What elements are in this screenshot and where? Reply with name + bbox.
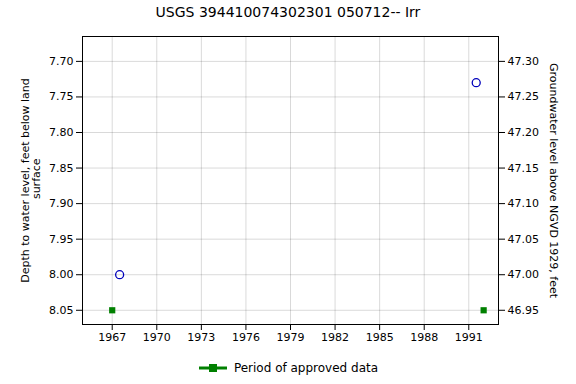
svg-text:Groundwater level above NGVD 1: Groundwater level above NGVD 1929, feet bbox=[547, 63, 560, 299]
svg-text:7.85: 7.85 bbox=[49, 162, 74, 175]
svg-text:47.20: 47.20 bbox=[508, 126, 540, 139]
svg-text:47.05: 47.05 bbox=[508, 233, 540, 246]
svg-text:47.00: 47.00 bbox=[508, 268, 540, 281]
svg-text:1988: 1988 bbox=[410, 331, 438, 344]
html-text:USGS 394410074302301 050712--: USGS 394410074302301 050712-- Irr bbox=[155, 4, 421, 20]
svg-text:47.30: 47.30 bbox=[508, 55, 540, 68]
svg-text:1991: 1991 bbox=[455, 331, 483, 344]
svg-text:7.95: 7.95 bbox=[49, 233, 74, 246]
svg-text:1976: 1976 bbox=[232, 331, 260, 344]
svg-text:8.00: 8.00 bbox=[49, 268, 74, 281]
html-text:Period of approved data: Period of approved data bbox=[233, 361, 379, 375]
svg-text:47.10: 47.10 bbox=[508, 197, 540, 210]
svg-text:46.95: 46.95 bbox=[508, 304, 540, 317]
svg-text:47.25: 47.25 bbox=[508, 90, 540, 103]
svg-text:1970: 1970 bbox=[143, 331, 171, 344]
svg-text:1967: 1967 bbox=[98, 331, 126, 344]
svg-text:1979: 1979 bbox=[277, 331, 305, 344]
svg-text:1982: 1982 bbox=[321, 331, 349, 344]
svg-text:1985: 1985 bbox=[366, 331, 394, 344]
svg-text:Depth to water level, feet bel: Depth to water level, feet below land su… bbox=[19, 78, 43, 283]
svg-text:7.75: 7.75 bbox=[49, 90, 74, 103]
svg-text:8.05: 8.05 bbox=[49, 304, 74, 317]
svg-text:7.80: 7.80 bbox=[49, 126, 74, 139]
svg-text:7.70: 7.70 bbox=[49, 55, 74, 68]
svg-text:47.15: 47.15 bbox=[508, 162, 540, 175]
svg-text:7.90: 7.90 bbox=[49, 197, 74, 210]
svg-text:1973: 1973 bbox=[187, 331, 215, 344]
